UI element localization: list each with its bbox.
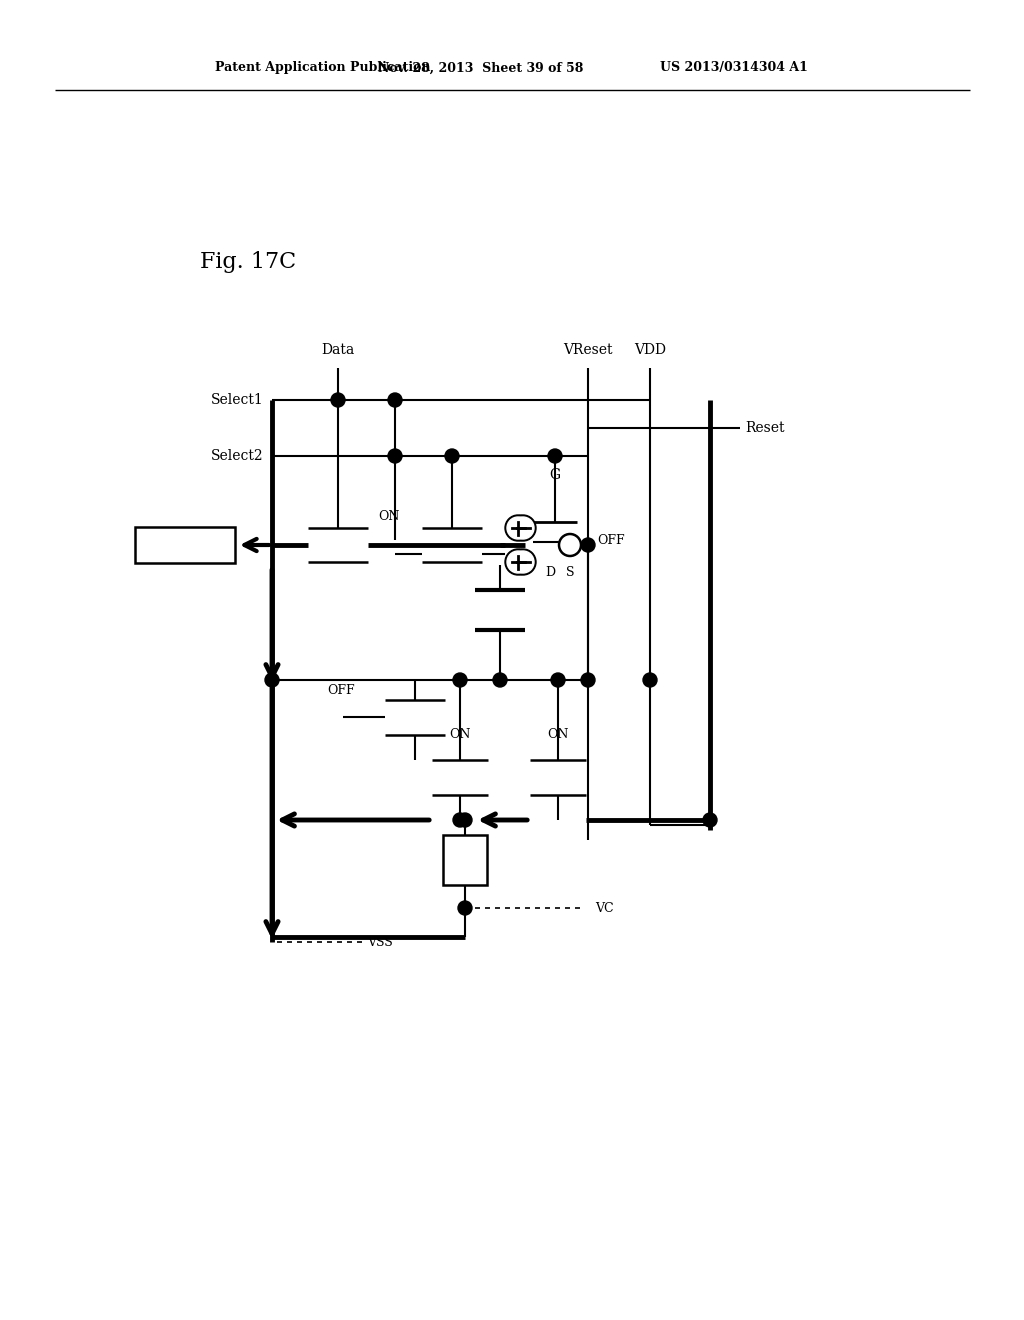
Circle shape (581, 673, 595, 686)
Circle shape (458, 902, 472, 915)
Circle shape (510, 549, 536, 576)
Text: Select2: Select2 (211, 449, 264, 463)
Text: S: S (565, 566, 574, 579)
Circle shape (388, 393, 402, 407)
Circle shape (458, 813, 472, 828)
Text: Vx-VData: Vx-VData (156, 539, 214, 552)
Circle shape (493, 673, 507, 686)
Circle shape (445, 449, 459, 463)
Circle shape (581, 539, 595, 552)
Text: ON: ON (378, 510, 399, 523)
Text: Reset: Reset (745, 421, 784, 436)
Text: VC: VC (595, 902, 613, 915)
Text: OFF: OFF (597, 533, 625, 546)
Circle shape (453, 813, 467, 828)
Circle shape (559, 535, 581, 556)
Circle shape (510, 515, 536, 541)
Text: Data: Data (322, 343, 354, 356)
Text: ON: ON (547, 729, 568, 742)
FancyBboxPatch shape (135, 527, 234, 564)
Text: VReset: VReset (563, 343, 612, 356)
Text: Nov. 28, 2013  Sheet 39 of 58: Nov. 28, 2013 Sheet 39 of 58 (378, 62, 584, 74)
FancyBboxPatch shape (443, 836, 487, 884)
Circle shape (512, 550, 534, 573)
Circle shape (505, 515, 531, 541)
Circle shape (643, 673, 657, 686)
Circle shape (703, 813, 717, 828)
Circle shape (505, 549, 531, 576)
Circle shape (507, 550, 529, 573)
Text: Patent Application Publication: Patent Application Publication (215, 62, 430, 74)
Circle shape (548, 449, 562, 463)
Text: VDD: VDD (634, 343, 666, 356)
Text: VSS: VSS (367, 936, 393, 949)
Circle shape (388, 449, 402, 463)
Text: Fig. 17C: Fig. 17C (200, 251, 296, 273)
Circle shape (551, 673, 565, 686)
Circle shape (512, 517, 534, 539)
Text: D: D (545, 566, 555, 579)
Circle shape (331, 393, 345, 407)
Circle shape (453, 673, 467, 686)
Text: US 2013/0314304 A1: US 2013/0314304 A1 (660, 62, 808, 74)
Text: Select1: Select1 (211, 393, 264, 407)
Text: G: G (550, 469, 560, 482)
Circle shape (507, 517, 529, 539)
Circle shape (265, 673, 279, 686)
Text: OFF: OFF (328, 684, 355, 697)
Text: ON: ON (450, 729, 471, 742)
